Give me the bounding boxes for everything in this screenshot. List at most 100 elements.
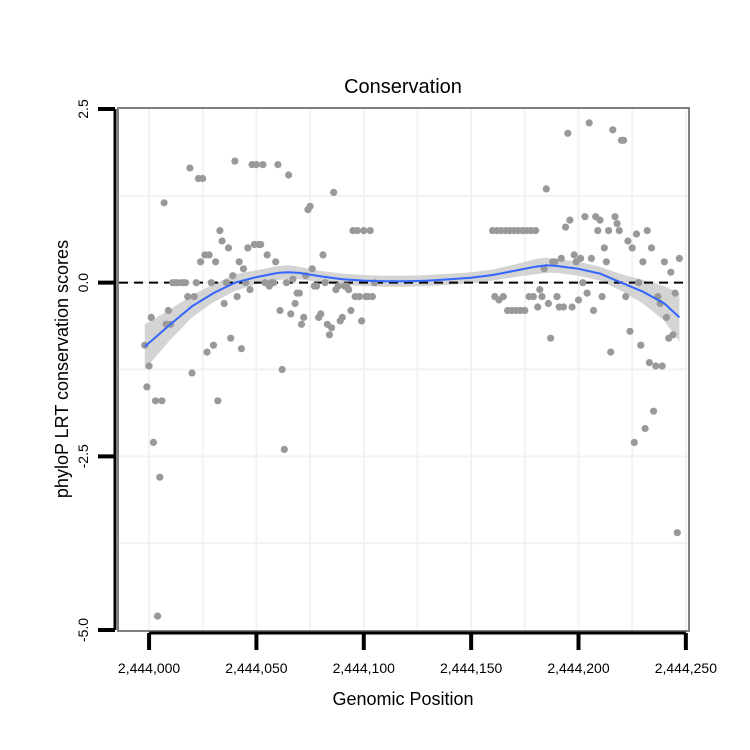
data-point bbox=[564, 129, 572, 137]
data-point bbox=[145, 362, 153, 370]
data-point bbox=[291, 299, 299, 308]
data-point bbox=[182, 279, 190, 287]
data-point bbox=[630, 438, 638, 446]
data-point bbox=[529, 293, 538, 301]
data-point bbox=[306, 202, 314, 210]
data-point bbox=[237, 345, 245, 353]
data-point bbox=[233, 293, 241, 301]
data-point bbox=[628, 244, 636, 252]
data-point bbox=[632, 230, 641, 238]
data-point bbox=[164, 306, 172, 315]
data-point bbox=[312, 282, 321, 290]
data-point bbox=[602, 258, 611, 266]
data-point bbox=[368, 293, 376, 301]
data-point bbox=[643, 227, 651, 235]
data-point bbox=[557, 254, 565, 262]
data-point bbox=[272, 258, 280, 266]
data-point bbox=[579, 279, 587, 287]
data-point bbox=[360, 227, 368, 235]
data-point bbox=[577, 254, 585, 262]
data-point bbox=[536, 286, 544, 294]
data-point bbox=[658, 362, 666, 370]
y-axis: 2.5 0.0 -2.5 -5.0 bbox=[75, 99, 117, 642]
data-point bbox=[287, 310, 295, 318]
y-tick-label: -2.5 bbox=[75, 444, 91, 468]
data-point bbox=[566, 216, 574, 224]
data-point bbox=[639, 258, 647, 266]
data-point bbox=[671, 289, 679, 297]
y-tick-label: 0.0 bbox=[75, 273, 91, 293]
data-point bbox=[156, 473, 164, 481]
data-point bbox=[143, 383, 151, 391]
data-point bbox=[259, 161, 267, 169]
grid-lines bbox=[119, 109, 688, 630]
data-point bbox=[220, 299, 228, 308]
data-point bbox=[568, 303, 576, 311]
data-point bbox=[239, 265, 248, 273]
data-point bbox=[186, 164, 194, 172]
data-point bbox=[635, 279, 643, 287]
data-point bbox=[620, 136, 628, 144]
data-point bbox=[574, 296, 583, 304]
data-point bbox=[581, 213, 589, 221]
data-point bbox=[325, 331, 333, 339]
data-point bbox=[647, 244, 656, 252]
data-point bbox=[624, 237, 632, 245]
data-point bbox=[553, 293, 561, 301]
data-point bbox=[637, 341, 645, 349]
data-point bbox=[300, 313, 308, 321]
data-point bbox=[499, 293, 507, 301]
data-point bbox=[542, 185, 550, 193]
data-point bbox=[207, 279, 215, 287]
data-point bbox=[650, 407, 658, 415]
data-point bbox=[319, 251, 327, 259]
x-axis: 2,444,000 2,444,050 2,444,100 2,444,150 2,44… bbox=[118, 631, 717, 676]
data-point bbox=[257, 240, 265, 249]
data-point bbox=[188, 369, 196, 377]
data-point bbox=[205, 251, 213, 259]
data-point bbox=[278, 365, 286, 374]
data-point bbox=[570, 251, 578, 259]
data-point bbox=[229, 272, 237, 280]
data-point bbox=[547, 334, 555, 342]
data-point bbox=[246, 286, 254, 294]
data-point bbox=[218, 237, 226, 245]
confidence-band bbox=[144, 257, 680, 370]
data-point bbox=[160, 199, 168, 207]
data-point bbox=[559, 303, 568, 311]
data-point bbox=[641, 424, 649, 433]
data-point bbox=[613, 220, 621, 228]
data-point bbox=[224, 244, 233, 252]
data-point bbox=[203, 348, 211, 356]
data-point bbox=[589, 306, 598, 315]
data-point bbox=[594, 227, 602, 235]
data-point bbox=[158, 397, 166, 405]
data-point bbox=[534, 303, 542, 311]
data-point bbox=[252, 161, 260, 169]
data-point bbox=[652, 362, 660, 370]
data-point bbox=[622, 293, 630, 301]
data-point bbox=[600, 244, 608, 252]
data-point bbox=[263, 251, 271, 259]
y-tick-label: 2.5 bbox=[75, 99, 91, 119]
data-point bbox=[611, 213, 619, 221]
data-point bbox=[544, 299, 553, 308]
data-point bbox=[585, 119, 593, 127]
data-point bbox=[274, 161, 282, 169]
y-axis-label: phyloP LRT conservation scores bbox=[52, 240, 72, 498]
data-point bbox=[235, 258, 243, 266]
data-point bbox=[212, 258, 220, 266]
data-point bbox=[538, 293, 546, 301]
data-point bbox=[353, 227, 361, 235]
x-tick-label: 2,444,250 bbox=[655, 660, 717, 676]
data-point bbox=[192, 279, 200, 287]
data-point bbox=[190, 293, 198, 301]
data-point bbox=[347, 306, 355, 315]
data-point bbox=[280, 445, 288, 453]
data-point bbox=[532, 227, 540, 235]
data-point bbox=[295, 289, 303, 297]
data-point bbox=[540, 265, 548, 273]
x-tick-label: 2,444,200 bbox=[547, 660, 609, 676]
data-point bbox=[289, 275, 297, 283]
data-point bbox=[673, 529, 681, 537]
